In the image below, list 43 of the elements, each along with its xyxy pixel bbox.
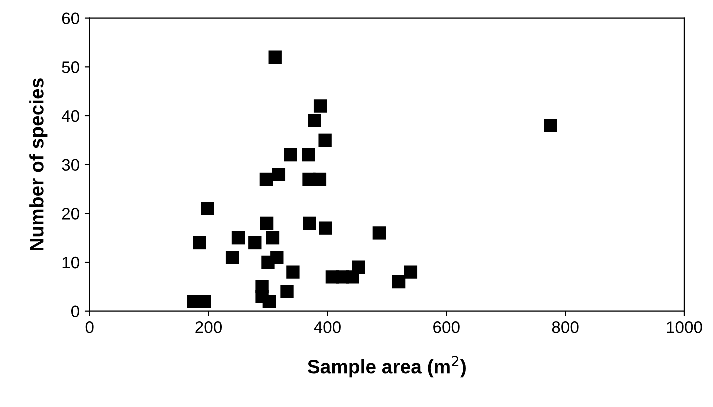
y-tick-label: 60 — [62, 12, 80, 25]
y-axis-title: Number of species — [30, 78, 48, 251]
point — [352, 260, 366, 274]
point — [318, 134, 332, 148]
x-tick-label: 200 — [196, 322, 222, 334]
y-tick-label: 30 — [62, 159, 80, 172]
point — [262, 295, 276, 308]
point — [303, 216, 316, 230]
point — [260, 172, 274, 186]
point — [266, 232, 280, 245]
point — [268, 50, 282, 64]
point — [198, 295, 212, 308]
point — [314, 100, 328, 113]
point — [319, 222, 332, 235]
x-tick-label: 400 — [314, 322, 341, 334]
y-tick-label: 10 — [62, 256, 80, 269]
point — [200, 202, 214, 216]
x-axis-title: Sample area (m$^{2}$) — [308, 356, 466, 378]
point — [308, 114, 322, 128]
point — [260, 216, 274, 230]
y-tick-label: 20 — [62, 208, 80, 220]
point — [392, 275, 406, 289]
point — [232, 232, 246, 245]
point — [193, 236, 206, 250]
point — [272, 168, 286, 182]
point — [404, 266, 418, 279]
point — [280, 285, 294, 298]
y-tick-label: 40 — [62, 110, 80, 122]
point — [270, 251, 284, 264]
point — [284, 148, 298, 162]
x-tick-label: 0 — [86, 322, 94, 334]
point — [544, 119, 558, 132]
y-tick-label: 0 — [72, 306, 80, 318]
y-tick-label: 50 — [62, 62, 80, 74]
x-tick-label: 1000 — [667, 322, 702, 334]
point — [226, 251, 240, 264]
point — [372, 226, 386, 240]
point — [248, 236, 262, 250]
point — [286, 266, 300, 279]
point — [302, 148, 316, 162]
x-tick-label: 800 — [552, 322, 579, 334]
x-tick-label: 600 — [434, 322, 460, 334]
point — [313, 172, 327, 186]
